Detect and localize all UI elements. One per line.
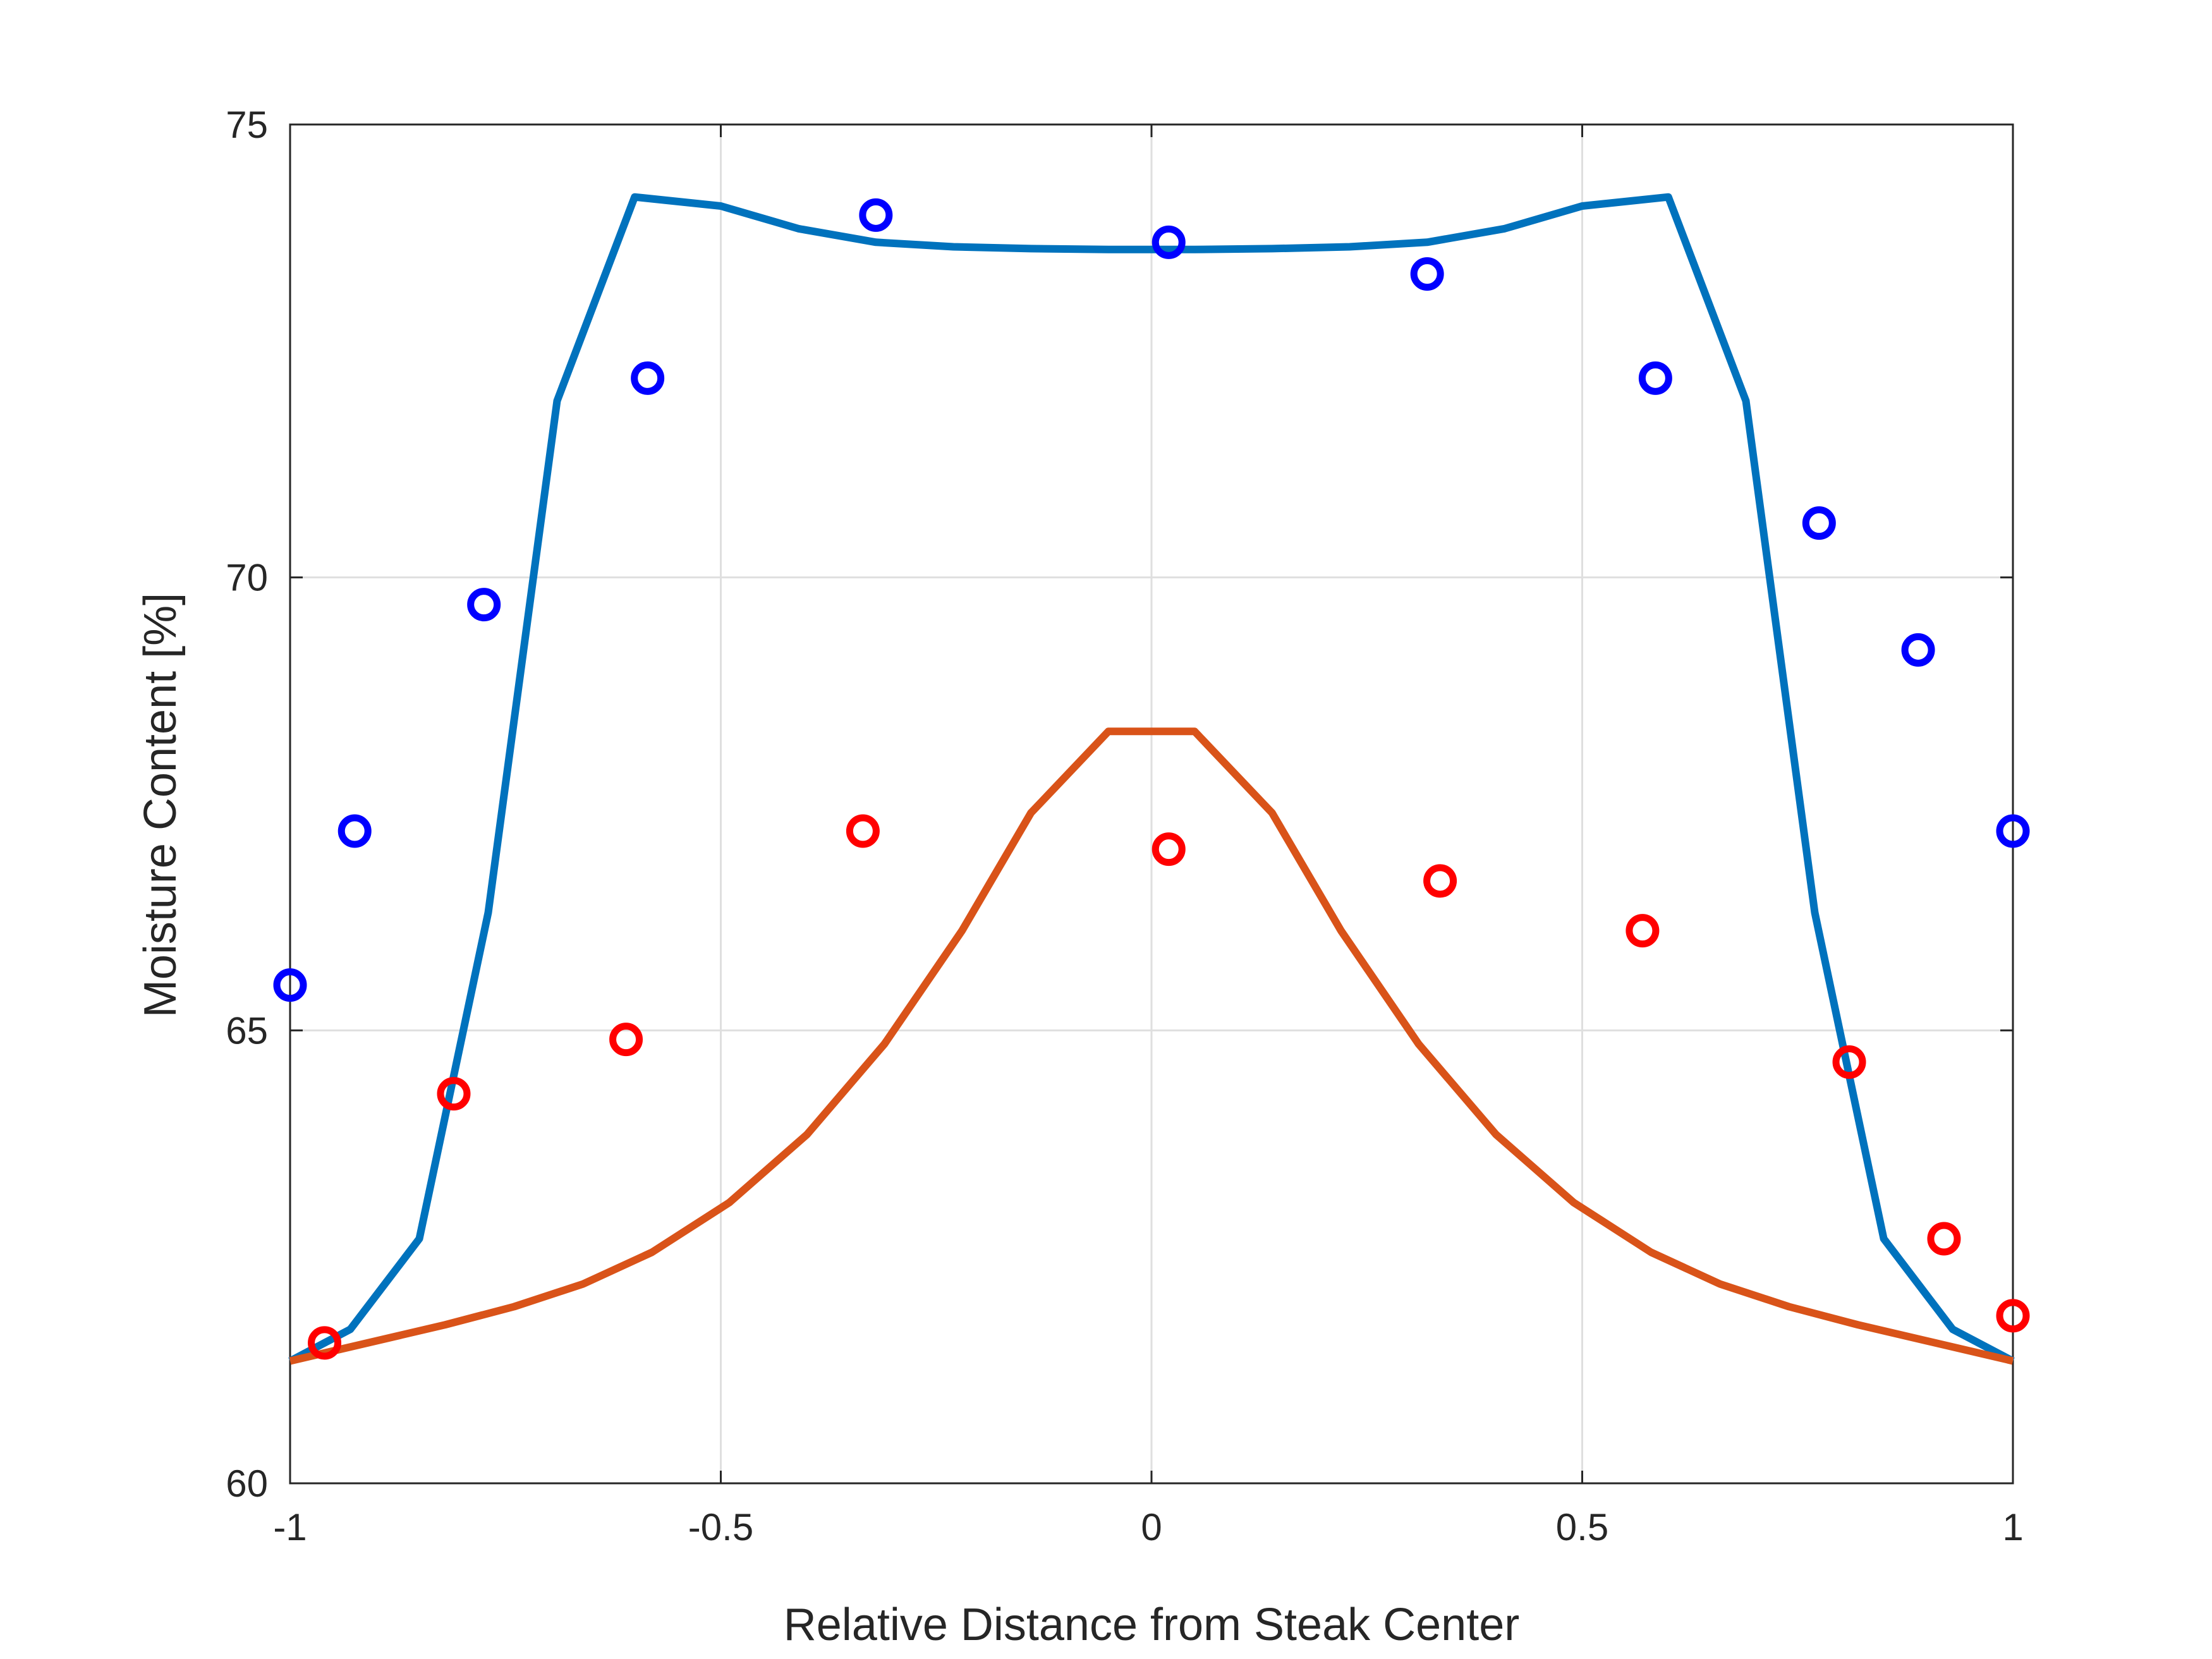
x-tick-label: 0.5 [1556, 1506, 1608, 1548]
series-line-1 [288, 193, 2015, 1364]
x-tick-label: -0.5 [688, 1506, 753, 1548]
y-tick-label: 60 [226, 1462, 268, 1505]
data-point-3 [631, 361, 665, 395]
data-point-4 [1996, 1299, 2030, 1333]
plot-series [273, 193, 2030, 1365]
series-line-2 [289, 727, 2014, 1365]
x-tick-label: 1 [2002, 1506, 2023, 1548]
y-tick-label: 65 [226, 1009, 268, 1052]
data-point-4 [1626, 914, 1660, 948]
data-point-4 [1832, 1045, 1866, 1079]
y-tick-label: 75 [226, 104, 268, 146]
data-point-3 [1152, 225, 1186, 259]
data-point-4 [609, 1023, 643, 1057]
data-point-4 [1927, 1222, 1961, 1256]
x-tick-label: 0 [1141, 1506, 1162, 1548]
data-point-3 [1410, 257, 1444, 291]
data-point-3 [1901, 633, 1935, 667]
data-point-3 [1802, 506, 1836, 540]
tick-labels: -1 -0.5 0 0.5 1 60 65 70 75 [226, 104, 2023, 1548]
data-point-3 [273, 968, 307, 1002]
x-tick-label: -1 [273, 1506, 307, 1548]
data-point-4 [846, 814, 880, 848]
data-point-4 [1423, 864, 1457, 898]
data-point-3 [467, 588, 501, 622]
axes [289, 123, 2014, 1485]
data-point-3 [859, 198, 893, 232]
data-point-3 [1996, 814, 2030, 848]
data-point-4 [437, 1077, 471, 1111]
data-point-3 [1638, 361, 1672, 395]
y-axis-label: Moisture Content [%] [135, 593, 186, 1018]
x-axis-label: Relative Distance from Steak Center [784, 1600, 1519, 1650]
data-point-4 [1152, 832, 1186, 866]
data-point-4 [308, 1326, 342, 1360]
y-tick-label: 70 [226, 557, 268, 599]
data-point-3 [337, 814, 372, 848]
